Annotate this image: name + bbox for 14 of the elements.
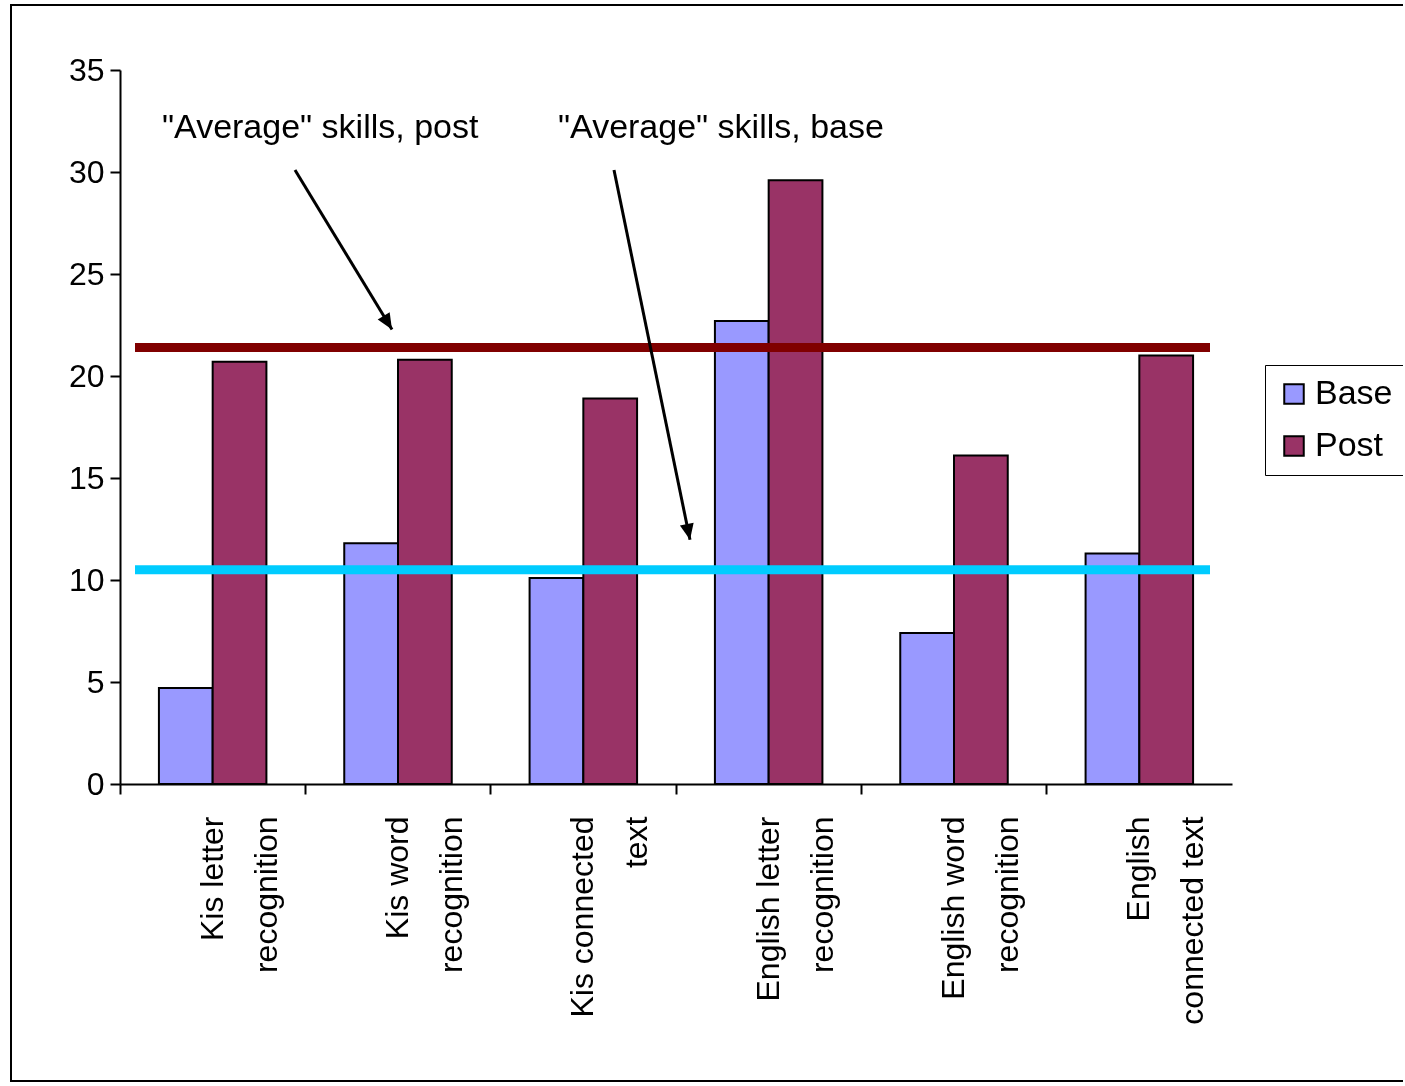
y-tick-label: 25 (68, 255, 105, 292)
y-tick-label: 10 (68, 561, 105, 598)
y-tick-label: 30 (68, 153, 105, 190)
y-tick-label: 15 (68, 459, 105, 496)
annotation: "Average" skills, post (162, 107, 479, 145)
y-tick-label: 5 (86, 663, 105, 700)
legend-label: Post (1315, 425, 1384, 463)
x-tick-label: Kis connected text (564, 816, 655, 1018)
annotation: "Average" skills, base (558, 107, 884, 145)
y-tick-label: 20 (68, 357, 105, 394)
x-tick-label: Kis letter recognition (193, 816, 284, 974)
y-tick-label: 0 (86, 765, 105, 802)
legend-label: Base (1315, 373, 1393, 411)
y-tick-label: 35 (68, 51, 105, 88)
